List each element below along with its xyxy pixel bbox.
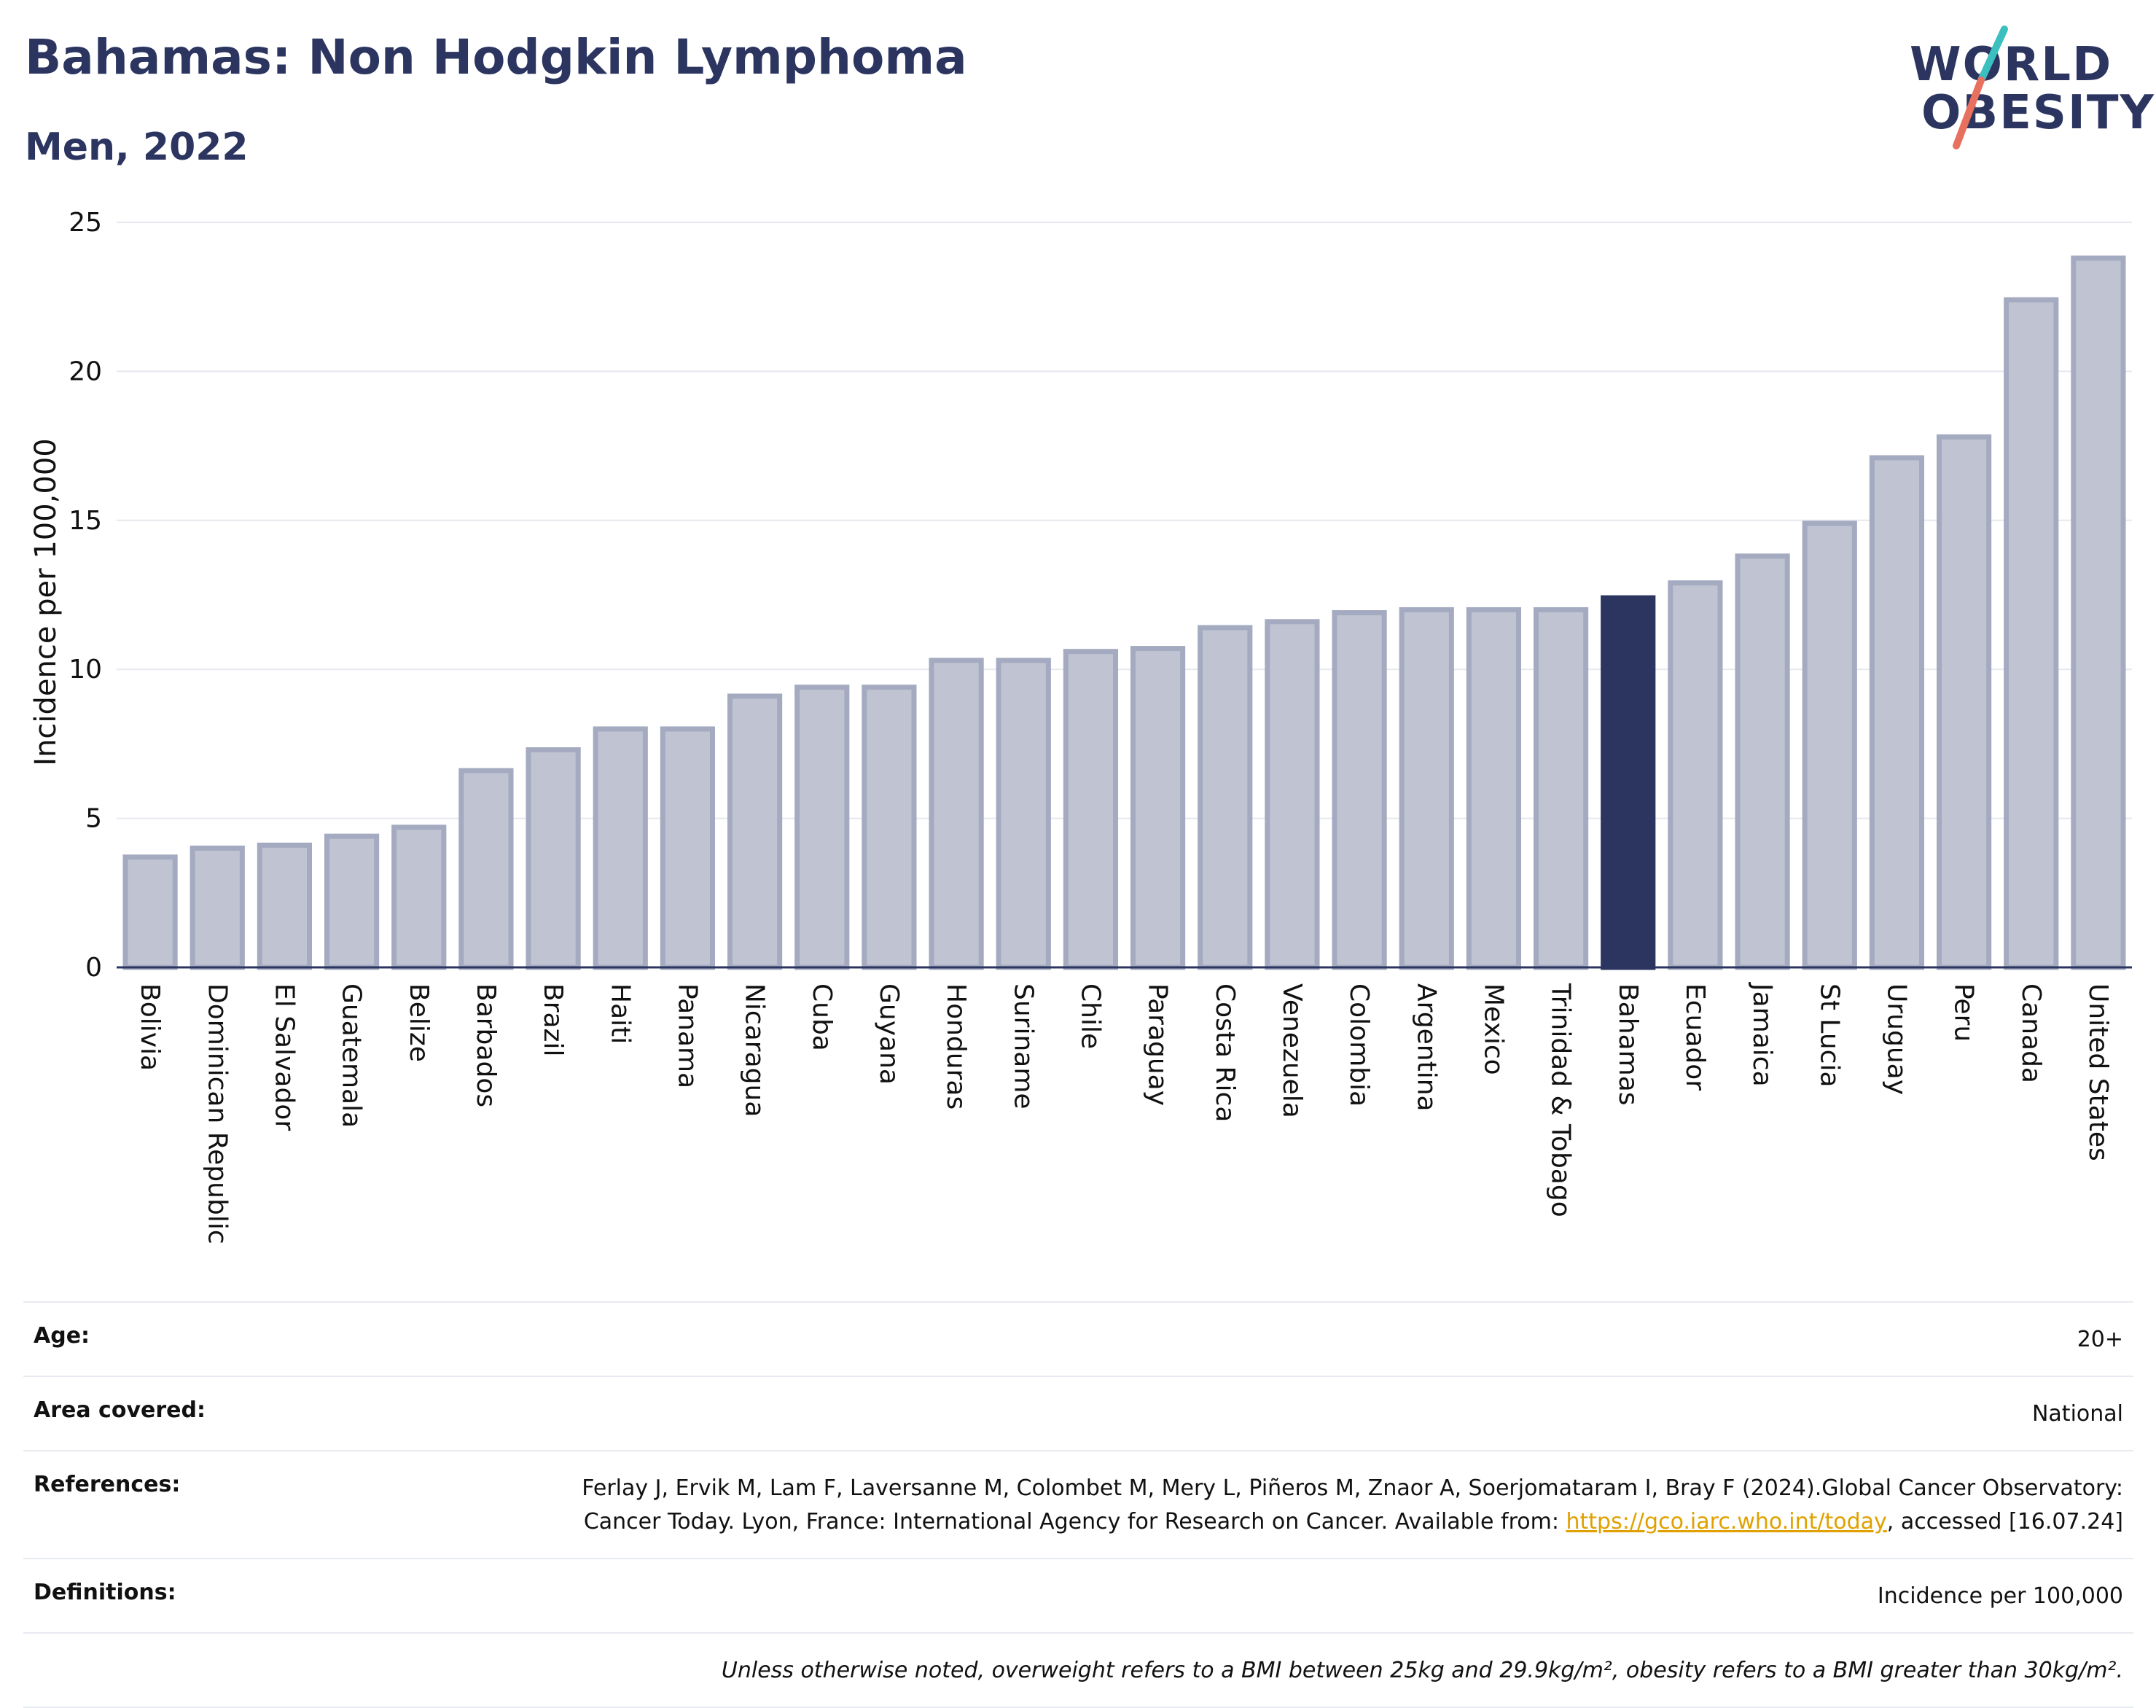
x-tick-label: Panama (672, 983, 702, 1088)
bar (1533, 607, 1589, 970)
bar (1601, 595, 1656, 970)
meta-row-note: Unless otherwise noted, overweight refer… (23, 1632, 2133, 1708)
reference-link[interactable]: https://gco.iarc.who.int/today (1566, 1509, 1887, 1535)
meta-row-definitions: Definitions: Incidence per 100,000 (23, 1558, 2133, 1632)
y-tick-label: 25 (69, 208, 102, 238)
bar (929, 658, 984, 970)
x-tick-label: Guatemala (337, 983, 367, 1128)
x-tick-label: Cuba (807, 983, 837, 1051)
meta-label: References: (34, 1472, 181, 1497)
x-tick-label: Chile (1075, 983, 1105, 1049)
x-tick-label: Haiti (605, 983, 635, 1044)
x-tick-label: Uruguay (1881, 983, 1911, 1095)
bar (1265, 619, 1320, 970)
chart-title: Bahamas: Non Hodgkin Lymphoma (25, 29, 967, 85)
bar (1198, 625, 1253, 970)
bar (794, 685, 850, 970)
x-tick-label: Guyana (874, 983, 904, 1085)
bar (1668, 580, 1723, 970)
meta-value: National (2031, 1401, 2123, 1427)
bar (660, 726, 716, 970)
meta-value: Ferlay J, Ervik M, Lam F, Laversanne M, … (556, 1472, 2123, 1539)
x-tick-label: El Salvador (269, 983, 299, 1131)
bar (727, 693, 783, 970)
x-tick-label: Venezuela (1277, 983, 1307, 1118)
x-tick-label: Trinidad & Tobago (1546, 983, 1576, 1217)
world-obesity-logo: WORLD OBESITY (1895, 22, 2154, 153)
meta-value: Incidence per 100,000 (1877, 1583, 2123, 1609)
x-tick-label: Peru (1949, 983, 1979, 1042)
x-tick-label: Barbados (471, 983, 501, 1107)
bar (1936, 434, 1992, 970)
bar (862, 685, 917, 970)
bar (996, 658, 1051, 970)
bmi-note: Unless otherwise noted, overweight refer… (721, 1658, 2123, 1683)
x-tick-label: Paraguay (1143, 983, 1173, 1106)
bar (1802, 520, 1857, 970)
y-tick-label: 10 (69, 655, 102, 685)
x-tick-label: Argentina (1411, 983, 1441, 1112)
bar (1735, 553, 1790, 970)
chart-subtitle: Men, 2022 (25, 125, 249, 169)
y-tick-label: 0 (85, 953, 102, 983)
bar (593, 726, 648, 970)
bar (2004, 297, 2059, 970)
bar (257, 842, 313, 970)
x-tick-label: Brazil (538, 983, 568, 1056)
bar (391, 824, 447, 970)
x-tick-label: Mexico (1478, 983, 1508, 1075)
bar (1130, 646, 1186, 970)
x-tick-label: Honduras (941, 983, 971, 1110)
logo-line-1: WORLD (1910, 38, 2113, 92)
meta-row-references: References: Ferlay J, Ervik M, Lam F, La… (23, 1450, 2133, 1558)
meta-label: Definitions: (34, 1580, 176, 1605)
meta-value: 20+ (2077, 1327, 2123, 1352)
meta-row-area: Area covered: National (23, 1376, 2133, 1450)
bar (458, 768, 514, 970)
x-tick-label: Canada (2016, 983, 2046, 1083)
bar (1332, 610, 1387, 970)
meta-label: Age: (34, 1323, 90, 1349)
metadata-table: Age: 20+ Area covered: National Referenc… (23, 1301, 2133, 1708)
x-tick-label: United States (2083, 983, 2113, 1161)
x-tick-label: Ecuador (1680, 983, 1710, 1091)
meta-label: Area covered: (34, 1397, 206, 1423)
meta-row-age: Age: 20+ (23, 1301, 2133, 1376)
x-tick-label: Suriname (1008, 983, 1038, 1110)
bar (1466, 607, 1522, 970)
bar (122, 854, 178, 970)
x-tick-label: Belize (404, 983, 434, 1062)
x-tick-label: St Lucia (1814, 983, 1844, 1088)
x-tick-label: Costa Rica (1210, 983, 1240, 1122)
x-tick-label: Dominican Republic (202, 983, 232, 1244)
bar (324, 833, 380, 970)
bar (2071, 255, 2126, 970)
bar (526, 747, 581, 970)
reference-accessed: , accessed [16.07.24] (1886, 1509, 2123, 1535)
bar (1063, 649, 1119, 970)
y-axis-title: Incidence per 100,000 (29, 438, 63, 766)
x-tick-label: Colombia (1344, 983, 1374, 1107)
logo-slash-icon (1953, 26, 2008, 149)
reference-text: Ferlay J, Ervik M, Lam F, Laversanne M, … (582, 1475, 2123, 1535)
bar (1869, 455, 1925, 970)
bar-chart: 0 5 10 15 20 25 Incidence per 100,000 Bolivia Do… (29, 208, 2132, 1244)
bar (190, 845, 245, 970)
x-tick-label: Bahamas (1613, 983, 1643, 1106)
bar (1399, 607, 1454, 970)
x-tick-label: Bolivia (135, 983, 165, 1071)
y-tick-label: 5 (85, 804, 102, 834)
y-tick-label: 20 (69, 356, 102, 386)
y-tick-label: 15 (69, 506, 102, 536)
x-tick-label: Nicaragua (740, 983, 770, 1117)
x-tick-label: Jamaica (1747, 982, 1777, 1087)
